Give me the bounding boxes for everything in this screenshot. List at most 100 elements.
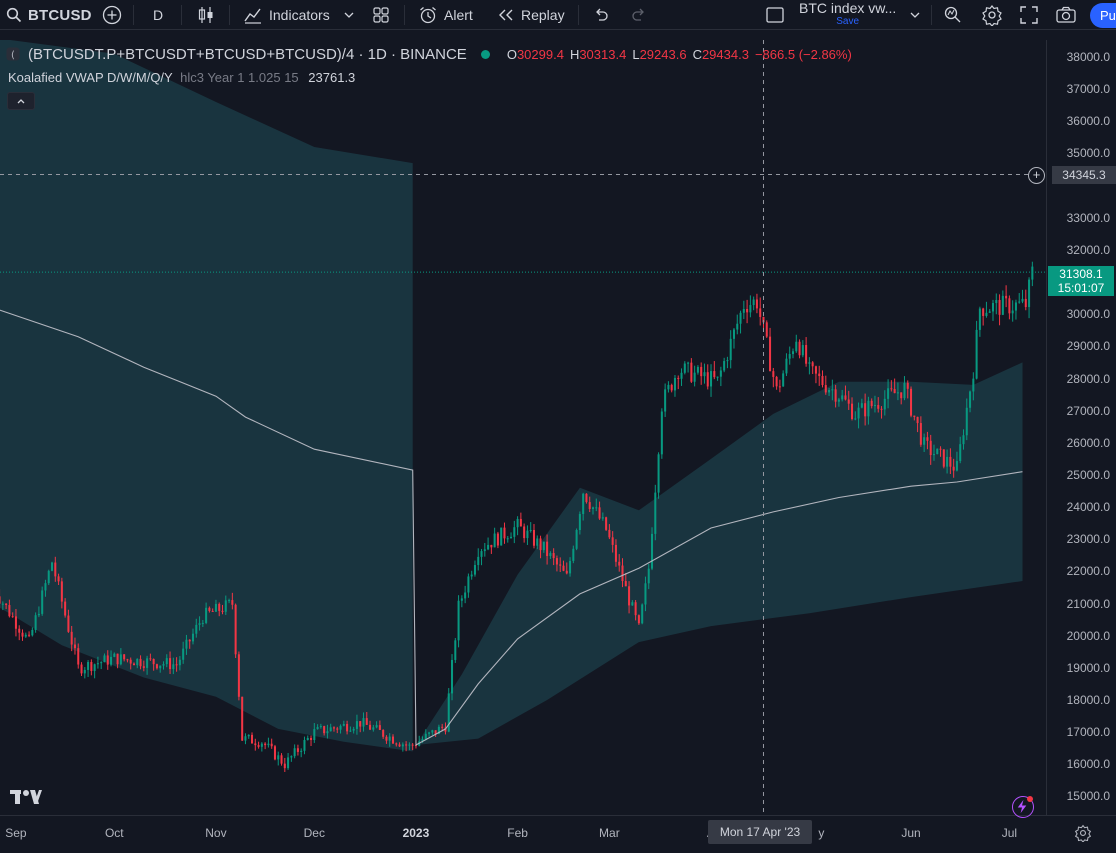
candle-body <box>883 398 886 410</box>
candle-body <box>182 648 185 660</box>
open-value: 30299.4 <box>516 46 564 62</box>
candle-body <box>310 737 313 741</box>
snapshot-button[interactable] <box>1055 0 1077 30</box>
price-chart[interactable] <box>0 40 1046 815</box>
candle-body <box>290 756 293 758</box>
chevron-up-icon <box>17 99 25 104</box>
candle-body <box>44 583 47 591</box>
candles-icon <box>198 7 213 23</box>
collapse-legend-button[interactable] <box>7 92 35 110</box>
interval-button[interactable]: D <box>153 0 163 30</box>
tradingview-logo-icon[interactable] <box>10 787 42 807</box>
add-alert-plus-button[interactable]: + <box>1028 167 1045 184</box>
candle-body <box>851 403 854 420</box>
toolbar-divider <box>404 5 405 25</box>
candle-body <box>903 382 906 399</box>
candle-body <box>542 541 545 551</box>
candle-body <box>936 448 939 455</box>
candle-body <box>349 730 352 732</box>
candle-body <box>536 538 539 546</box>
candle-body <box>696 366 699 373</box>
series-title[interactable]: (BTCUSDT.P+BTCUSDT+BTCUSD+BTCUSD)/4 · 1D… <box>28 45 467 63</box>
indicator-value: 23761.3 <box>308 70 356 85</box>
layout-button[interactable]: BTC index vw... Save <box>765 0 922 30</box>
candle-body <box>818 373 821 377</box>
indicator-legend[interactable]: Koalafied VWAP D/W/M/Q/Y hlc3 Year 1 1.0… <box>8 70 355 85</box>
compare-button[interactable] <box>101 0 123 30</box>
candle-body <box>159 665 162 669</box>
candle-body <box>795 341 798 352</box>
candle-body <box>198 623 201 625</box>
candle-body <box>247 734 250 737</box>
candle-body <box>464 592 467 599</box>
candle-body <box>241 696 244 741</box>
chart-type-button[interactable] <box>196 0 216 30</box>
candle-body <box>113 653 116 657</box>
vwap-band-2022 <box>0 40 413 752</box>
redo-icon <box>632 8 644 21</box>
chart-pane[interactable] <box>0 40 1046 815</box>
candle-body <box>591 507 595 509</box>
high-value: 30313.4 <box>579 46 627 62</box>
templates-button[interactable] <box>371 0 391 30</box>
replay-button[interactable]: Replay <box>497 0 565 30</box>
gear-icon[interactable] <box>1074 824 1092 842</box>
candle-body <box>932 454 935 456</box>
candle-body <box>641 604 644 624</box>
candle-body <box>910 388 913 416</box>
price-axis[interactable]: 38000.0 37000.0 36000.0 35000.0 33000.0 32000… <box>1046 40 1116 815</box>
price-tick-label: 36000.0 <box>1066 114 1110 129</box>
candle-body <box>782 373 785 387</box>
indicator-name: Koalafied VWAP D/W/M/Q/Y <box>8 70 173 85</box>
candle-body <box>637 615 640 624</box>
grid-icon <box>373 7 389 23</box>
candle-body <box>293 748 296 757</box>
time-tick-label: Jul <box>1001 826 1018 840</box>
candle-body <box>785 358 788 374</box>
candle-body <box>273 746 276 760</box>
alert-button[interactable]: Alert <box>418 0 473 30</box>
symbol-text: BTCUSD <box>28 6 92 24</box>
candle-body <box>316 727 319 730</box>
symbol-search[interactable]: BTCUSD <box>6 0 92 30</box>
candle-body <box>260 743 263 747</box>
redo-button[interactable] <box>630 0 648 30</box>
indicators-label: Indicators <box>269 7 330 23</box>
candle-body <box>424 733 427 740</box>
candle-body <box>526 530 529 539</box>
indicators-button[interactable]: Indicators <box>243 0 356 30</box>
time-axis[interactable]: SepOctNovDec2023FebMarAyJunJul <box>0 815 1116 853</box>
candle-body <box>578 514 581 531</box>
candle-body <box>516 518 519 528</box>
candle-body <box>693 372 696 382</box>
candle-body <box>34 615 37 630</box>
candle-body <box>864 403 867 417</box>
fullscreen-button[interactable] <box>1019 0 1039 30</box>
candle-body <box>93 664 96 672</box>
publish-button[interactable]: Pu <box>1090 3 1116 28</box>
candle-body <box>155 664 158 669</box>
candle-body <box>664 389 667 412</box>
candle-body <box>513 527 516 537</box>
candle-body <box>434 730 437 735</box>
market-status-dot[interactable] <box>480 49 490 59</box>
settings-button[interactable] <box>981 0 1003 30</box>
candle-body <box>969 391 972 408</box>
price-tick-label: 22000.0 <box>1066 564 1110 579</box>
candle-body <box>955 461 958 471</box>
candle-body <box>726 360 729 362</box>
lightning-bolt-icon[interactable] <box>1012 796 1034 818</box>
candle-body <box>982 308 985 316</box>
candle-body <box>723 361 726 371</box>
candle-body <box>962 435 965 445</box>
candle-body <box>54 562 57 577</box>
candle-body <box>306 737 309 740</box>
candle-body <box>834 389 837 402</box>
candle-body <box>529 530 532 532</box>
candle-body <box>24 634 27 637</box>
candle-body <box>559 564 562 566</box>
undo-button[interactable] <box>592 0 610 30</box>
candle-body <box>519 518 522 527</box>
candle-body <box>165 658 168 665</box>
quick-search-button[interactable] <box>943 0 963 30</box>
